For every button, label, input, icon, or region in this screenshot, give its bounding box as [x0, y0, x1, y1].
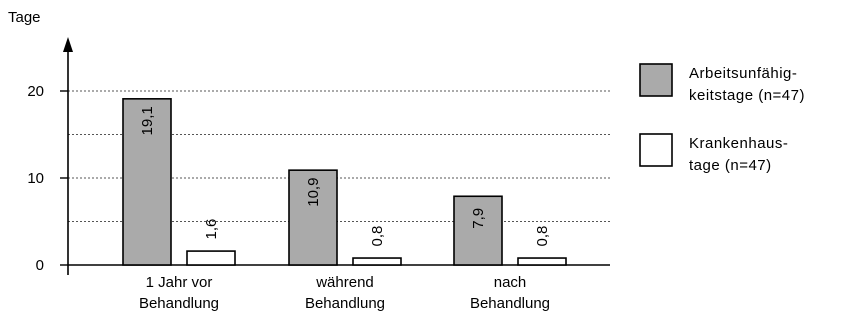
- bar-s1-c3: [453, 195, 503, 266]
- legend-swatch-2: [639, 133, 673, 167]
- y-axis-title: Tage: [8, 9, 41, 26]
- x-category-label: während: [315, 274, 374, 291]
- y-axis-arrow: [63, 37, 73, 52]
- data-label: 7,9: [470, 208, 487, 229]
- bar-s2-c3: [517, 257, 567, 266]
- bar-s1-c1: [122, 98, 172, 266]
- y-tick-label: 10: [27, 170, 44, 187]
- data-label: 1,6: [203, 219, 220, 240]
- data-label: 0,8: [369, 226, 386, 247]
- legend-label: tage (n=47): [689, 157, 772, 174]
- y-tick-label: 20: [27, 83, 44, 100]
- data-label: 19,1: [139, 106, 156, 135]
- x-labels: 1 Jahr vor Behandlung während Behandlung nac…: [139, 274, 550, 312]
- x-category-label: Behandlung: [139, 295, 219, 312]
- data-label: 0,8: [534, 226, 551, 247]
- legend-label: Arbeitsunfähig-: [689, 65, 797, 82]
- bar-s2-c1: [186, 250, 236, 266]
- x-category-label: Behandlung: [470, 295, 550, 312]
- y-ticks: 0 10 20: [27, 83, 68, 274]
- bars: 19,1 10,9 7,9 1,6 0,8 0,8: [122, 98, 567, 266]
- legend-label: keitstage (n=47): [689, 87, 805, 104]
- bar-s2-c2: [352, 257, 402, 266]
- legend-label: Krankenhaus-: [689, 135, 788, 152]
- x-category-label: Behandlung: [305, 295, 385, 312]
- data-label: 10,9: [305, 178, 322, 207]
- legend-swatch-1: [639, 63, 673, 97]
- x-category-label: nach: [494, 274, 527, 291]
- x-category-label: 1 Jahr vor: [146, 274, 213, 291]
- legend: Arbeitsunfähig-keitstage (n=47) Krankenha…: [639, 63, 805, 174]
- y-tick-label: 0: [36, 257, 44, 274]
- bar-s1-c2: [288, 169, 338, 266]
